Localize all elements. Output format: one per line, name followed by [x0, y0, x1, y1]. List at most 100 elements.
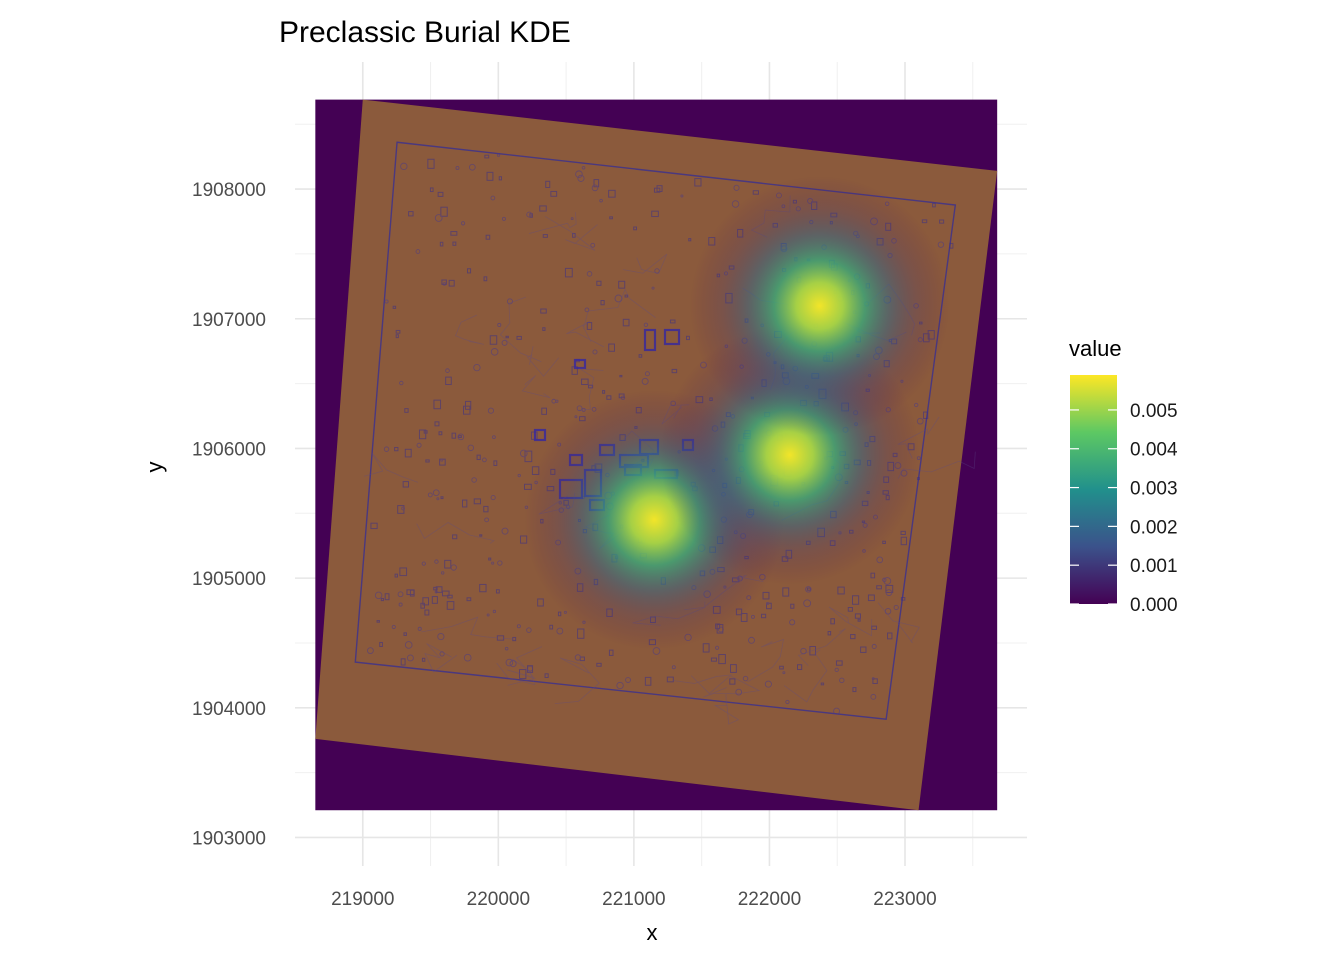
map-structure: [949, 242, 954, 249]
map-contour-line: [496, 658, 536, 686]
map-mound: [782, 671, 786, 675]
map-structure: [600, 300, 605, 306]
map-structure: [400, 658, 406, 666]
map-contour-line: [364, 453, 419, 483]
map-structure: [394, 446, 399, 452]
map-mound: [581, 165, 586, 170]
map-mound: [884, 608, 892, 615]
map-structure: [445, 376, 452, 386]
map-mound: [834, 667, 839, 673]
map-mound: [517, 473, 521, 478]
map-mound: [748, 636, 755, 644]
map-structure: [542, 327, 546, 331]
map-structure: [402, 481, 410, 488]
map-structure: [573, 358, 587, 370]
map-structure: [488, 557, 492, 561]
map-structure: [404, 408, 409, 413]
map-structure: [434, 421, 440, 427]
map-contour-line: [421, 616, 516, 640]
map-mound: [937, 241, 945, 248]
map-structure: [596, 280, 602, 286]
map-contour-line: [507, 646, 543, 686]
map-structure: [581, 378, 589, 386]
map-structure: [587, 384, 594, 389]
map-structure: [656, 185, 663, 192]
map-mound: [484, 517, 490, 523]
map-contour-line: [454, 314, 484, 345]
map-structure: [399, 567, 408, 577]
map-mound: [916, 417, 924, 425]
map-mound: [750, 614, 755, 619]
map-mound: [591, 184, 599, 192]
map-structure: [671, 368, 678, 374]
map-mound: [400, 162, 408, 171]
map-structure: [512, 636, 517, 642]
map-contour-line: [713, 694, 740, 725]
map-structure: [633, 226, 638, 231]
legend-title: value: [1069, 336, 1122, 361]
map-structure: [438, 431, 443, 436]
map-structure: [483, 276, 488, 282]
map-mound: [468, 163, 476, 171]
map-mound: [644, 371, 650, 377]
map-structure: [466, 268, 472, 274]
map-mound: [654, 268, 660, 274]
map-structure: [409, 589, 415, 597]
map-mound: [504, 646, 509, 651]
map-contour-line: [499, 296, 542, 363]
map-mound: [367, 647, 374, 655]
map-structure: [851, 595, 860, 605]
map-structure: [476, 454, 481, 461]
map-mound: [490, 495, 496, 501]
map-structure: [533, 428, 547, 442]
map-structure: [932, 202, 936, 208]
map-structure: [809, 646, 817, 656]
map-structure: [835, 660, 843, 666]
map-mound: [876, 556, 884, 564]
map-mound: [599, 198, 603, 203]
map-structure: [479, 583, 487, 593]
map-contour-line: [554, 657, 600, 704]
map-structure: [837, 586, 845, 595]
map-structure: [457, 435, 462, 438]
map-mound: [505, 658, 514, 667]
map-structure: [421, 657, 426, 662]
map-structure: [433, 399, 442, 410]
map-structure: [729, 678, 736, 685]
map-structure: [820, 682, 825, 686]
map-contour-line: [416, 522, 495, 544]
map-structure: [871, 625, 877, 630]
x-tick-label: 223000: [873, 889, 936, 910]
map-mound: [457, 433, 465, 441]
map-structure: [921, 219, 928, 224]
map-mound: [445, 368, 450, 373]
map-mound: [556, 627, 564, 635]
map-mound: [516, 624, 521, 629]
map-structure: [529, 213, 533, 218]
map-structure: [394, 573, 398, 578]
legend-tick-label: 0.002: [1130, 517, 1178, 538]
map-mound: [715, 645, 720, 650]
map-structure: [384, 593, 390, 601]
map-neatline: [354, 141, 957, 720]
map-structure: [651, 210, 659, 218]
map-structure: [486, 171, 494, 181]
map-structure: [403, 632, 407, 636]
y-tick-label: 1906000: [192, 439, 266, 460]
map-structure: [619, 374, 623, 378]
map-structure: [602, 390, 606, 394]
map-mound: [417, 626, 422, 631]
map-structure: [760, 613, 767, 619]
map-mound: [883, 577, 892, 585]
map-mound: [803, 599, 812, 608]
map-contour-line: [582, 288, 656, 329]
legend-tick-label: 0.004: [1130, 440, 1178, 461]
map-mound: [680, 194, 684, 198]
map-structure: [870, 572, 876, 579]
map-structure: [887, 632, 893, 640]
map-mound: [404, 641, 413, 649]
map-mound: [436, 497, 440, 501]
map-mound: [497, 560, 503, 566]
map-mound: [434, 559, 439, 564]
map-mound: [576, 405, 583, 412]
